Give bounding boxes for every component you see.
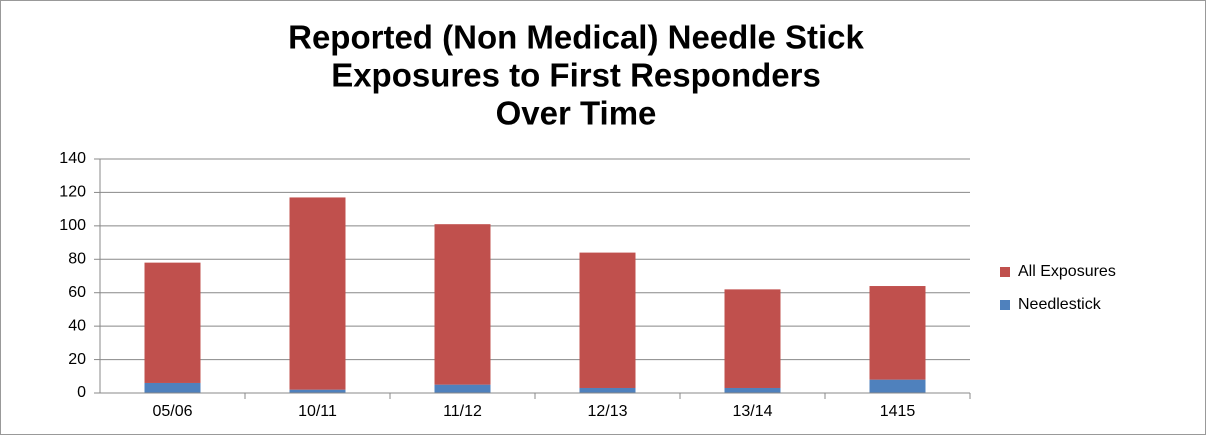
bar	[289, 389, 346, 393]
bar	[579, 252, 636, 388]
bar	[434, 224, 491, 385]
legend-swatch	[1000, 267, 1010, 277]
x-tick-label: 12/13	[587, 403, 627, 420]
bar	[724, 387, 781, 393]
x-tick-label: 1415	[880, 403, 916, 420]
y-tick-label: 80	[68, 251, 86, 268]
x-tick-label: 13/14	[732, 403, 772, 420]
x-tick-label: 05/06	[152, 403, 192, 420]
bar	[869, 286, 926, 380]
y-tick-label: 20	[68, 351, 86, 368]
y-tick-label: 120	[59, 184, 86, 201]
chart-title: Exposures to First Responders	[331, 57, 821, 94]
legend-swatch	[1000, 300, 1010, 310]
bar	[289, 197, 346, 390]
x-tick-label: 10/11	[298, 403, 337, 420]
bar	[144, 262, 201, 383]
y-tick-label: 140	[59, 150, 86, 167]
bar	[724, 289, 781, 388]
legend-label: All Exposures	[1018, 263, 1116, 280]
bar	[869, 379, 926, 393]
bar	[434, 384, 491, 393]
x-tick-label: 11/12	[443, 403, 482, 420]
bar	[144, 382, 201, 393]
y-tick-label: 0	[77, 384, 86, 401]
chart-title: Reported (Non Medical) Needle Stick	[288, 19, 864, 56]
y-tick-label: 100	[59, 217, 86, 234]
y-tick-label: 40	[68, 317, 86, 334]
chart-title: Over Time	[496, 95, 657, 132]
legend-label: Needlestick	[1018, 296, 1102, 313]
y-tick-label: 60	[68, 284, 86, 301]
bar	[579, 387, 636, 393]
